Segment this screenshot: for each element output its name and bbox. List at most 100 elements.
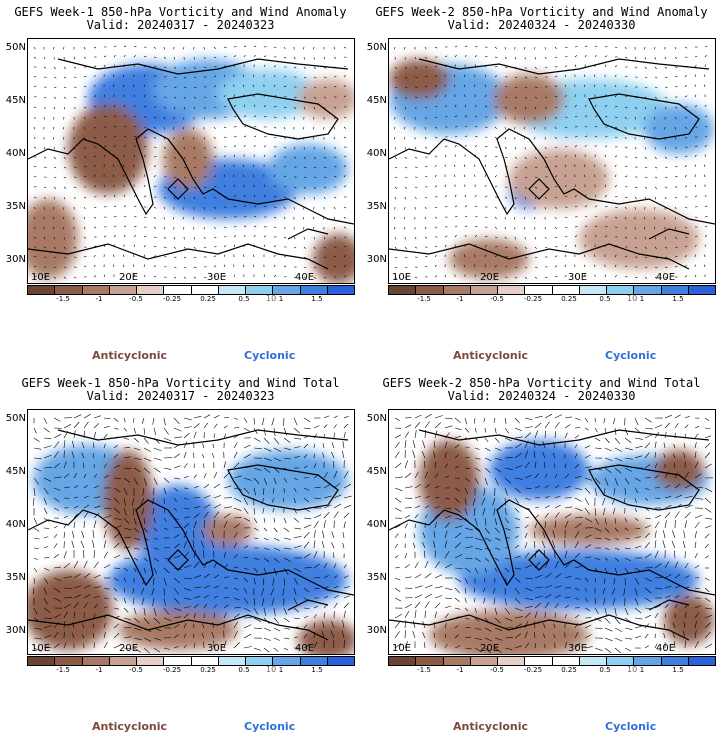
wind-vector: [173, 487, 179, 492]
wind-vector: [422, 440, 426, 449]
wind-vector: [484, 195, 488, 198]
wind-vector: [524, 631, 528, 639]
wind-vector: [574, 194, 577, 198]
wind-vector: [534, 602, 541, 609]
wind-vector: [614, 547, 620, 551]
wind-vector: [612, 417, 616, 425]
wind-vector: [704, 104, 707, 108]
colorbar: [388, 656, 716, 666]
wind-vector: [584, 597, 589, 603]
wind-vector: [554, 431, 557, 439]
vorticity-shading: [28, 570, 113, 650]
wind-vector: [474, 154, 476, 158]
wind-vector: [672, 632, 676, 639]
wind-vector: [342, 441, 345, 449]
wind-vector: [302, 126, 305, 130]
wind-vector: [173, 646, 179, 649]
wind-vector: [62, 216, 65, 220]
wind-vector: [474, 417, 476, 424]
wind-vector: [494, 206, 498, 209]
wind-vector: [233, 613, 240, 619]
wind-vector: [604, 617, 611, 624]
wind-vector: [664, 96, 668, 99]
wind-vector: [404, 176, 408, 179]
wind-vector: [103, 622, 106, 629]
wind-vector: [524, 136, 526, 140]
wind-vector: [123, 427, 128, 432]
wind-vector: [283, 647, 289, 651]
wind-vector: [474, 437, 479, 441]
wind-vector: [544, 560, 549, 569]
wind-vector: [664, 422, 670, 429]
wind-vector: [654, 46, 656, 50]
wind-vector: [103, 642, 108, 649]
wind-vector: [524, 432, 532, 439]
colorbar-tick: -0.25: [162, 295, 182, 303]
wind-vector: [273, 136, 277, 139]
wind-vector: [43, 597, 48, 605]
wind-vector: [253, 627, 262, 629]
wind-vector: [283, 85, 287, 88]
wind-vector: [534, 485, 541, 489]
wind-vector: [682, 540, 686, 549]
wind-vector: [163, 507, 166, 513]
wind-vector: [564, 155, 568, 158]
wind-vector: [554, 146, 558, 149]
wind-vector: [524, 76, 528, 79]
wind-vector: [524, 507, 530, 510]
wind-vector: [554, 573, 562, 579]
wind-vector: [283, 577, 285, 587]
wind-vector: [694, 541, 697, 549]
wind-vector: [303, 276, 307, 279]
wind-vector: [183, 606, 191, 609]
wind-vector: [293, 106, 296, 110]
wind-vector: [584, 587, 588, 592]
wind-vector: [634, 607, 642, 614]
wind-vector: [93, 613, 96, 619]
wind-vector: [504, 597, 507, 606]
wind-vector: [223, 506, 232, 509]
colorbar-tick: 1: [639, 295, 645, 303]
wind-vector: [464, 507, 468, 516]
wind-vector: [303, 607, 310, 609]
wind-vector: [43, 417, 48, 424]
wind-vector: [574, 475, 582, 479]
wind-vector: [143, 447, 151, 452]
wind-vector: [113, 436, 118, 439]
wind-vector: [43, 454, 52, 459]
wind-vector: [514, 453, 522, 459]
wind-vector: [213, 185, 217, 188]
wind-vector: [653, 126, 656, 130]
wind-vector: [544, 246, 548, 249]
wind-vector: [644, 525, 651, 529]
wind-vector: [504, 86, 508, 88]
wind-vector: [433, 531, 436, 539]
wind-vector: [293, 607, 300, 613]
wind-vector: [63, 424, 72, 429]
wind-vector: [594, 487, 598, 496]
wind-vector: [53, 462, 61, 469]
wind-vector: [233, 587, 239, 591]
wind-vector: [103, 425, 110, 429]
wind-vector: [33, 637, 42, 640]
wind-vector: [574, 205, 578, 208]
wind-vector: [123, 54, 126, 58]
wind-vector: [694, 145, 698, 148]
wind-vector: [674, 585, 681, 589]
wind-vector: [444, 463, 448, 469]
wind-vector: [514, 427, 522, 432]
wind-vector: [624, 627, 633, 630]
wind-vector: [253, 417, 255, 425]
wind-vector: [424, 106, 428, 109]
wind-vector: [654, 487, 660, 489]
wind-vector: [333, 415, 338, 419]
wind-vector: [614, 617, 621, 625]
wind-vector: [113, 264, 115, 268]
wind-vector: [644, 417, 652, 423]
wind-vector: [73, 106, 76, 110]
colorbar-segment: [164, 657, 192, 665]
wind-vector: [173, 146, 176, 150]
wind-vector: [474, 517, 478, 526]
wind-vector: [494, 447, 502, 451]
wind-vector: [704, 463, 712, 469]
